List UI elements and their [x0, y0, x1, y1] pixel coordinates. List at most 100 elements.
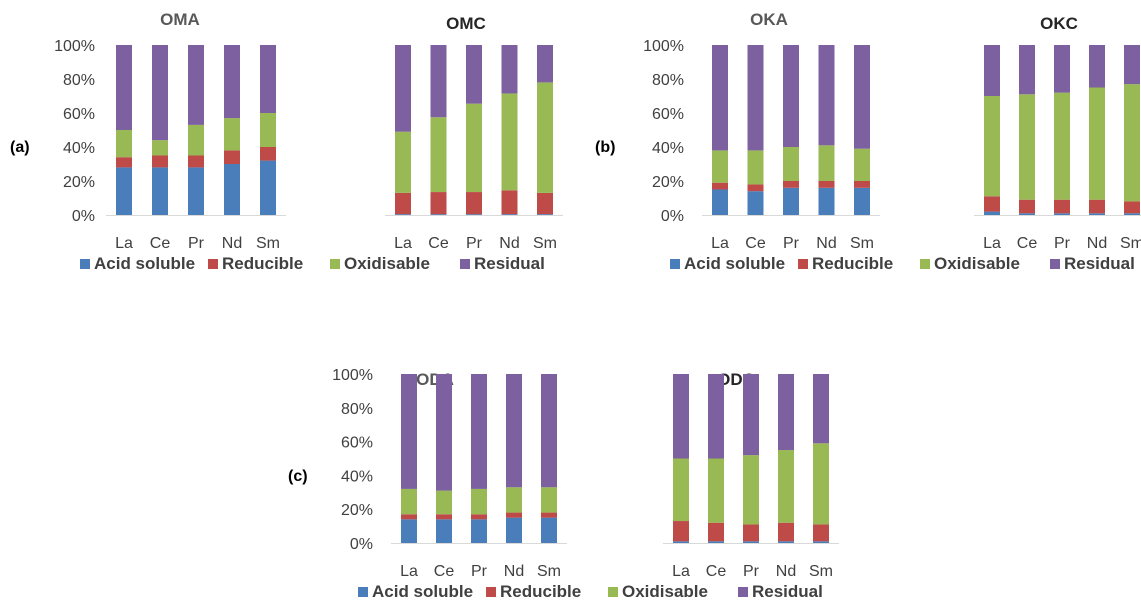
bar-reducible-sm	[260, 147, 276, 161]
bar-residual-la	[673, 374, 689, 459]
legend-label-oxidisable: Oxidisable	[934, 254, 1020, 273]
legend-swatch-oxidisable	[330, 259, 340, 269]
bar-oxidisable-la	[116, 130, 132, 158]
charts-group: 0%20%40%60%80%100%La Ce Pr Nd Sm La Ce Pr Nd Sm0%…	[54, 38, 1141, 580]
x-tick-label: Nd	[222, 235, 242, 252]
legend-label-oxidisable: Oxidisable	[344, 254, 430, 273]
bar-reducible-pr	[783, 181, 799, 188]
bar-acid-soluble-pr	[1054, 213, 1070, 215]
bar-residual-ce	[747, 45, 764, 151]
legend-swatch-acid-soluble	[358, 587, 368, 597]
legend-label-residual: Residual	[752, 582, 823, 601]
bar-oxidisable-nd	[506, 487, 522, 513]
bar-oxidisable-ce	[708, 458, 724, 523]
y-tick-label: 40%	[652, 140, 684, 157]
bar-oxidisable-pr	[743, 455, 759, 525]
x-tick-label: La	[400, 563, 418, 580]
bar-residual-nd	[778, 374, 794, 451]
bar-acid-soluble-pr	[783, 187, 799, 215]
y-tick-label: 20%	[341, 502, 373, 519]
legend-label-acid-soluble: Acid soluble	[684, 254, 785, 273]
bar-reducible-ce	[436, 514, 452, 520]
legend-swatch-residual	[738, 587, 748, 597]
bar-oxidisable-nd	[818, 145, 835, 181]
y-tick-label: 80%	[63, 72, 95, 89]
x-tick-label: Nd	[816, 235, 836, 252]
chart-oda: 0% 20% 40% 60% 80% 100% La Ce Pr Nd Sm	[332, 367, 567, 580]
chart-title-oma: OMA	[160, 10, 200, 29]
y-tick-label: 80%	[341, 401, 373, 418]
bar-residual-pr	[1054, 45, 1070, 93]
bar-residual-sm	[813, 374, 829, 444]
x-tick-label: Sm	[1120, 235, 1141, 252]
bar-reducible-ce	[1019, 199, 1035, 214]
bar-residual-ce	[708, 374, 724, 459]
x-tick-label: Pr	[1054, 235, 1071, 252]
bar-acid-soluble-la	[712, 189, 728, 215]
bar-residual-ce	[152, 45, 168, 141]
chart-title-oka: OKA	[750, 10, 788, 29]
x-tick-label: Pr	[743, 563, 760, 580]
bar-acid-soluble-nd	[1089, 213, 1105, 215]
bar-reducible-nd	[501, 190, 518, 215]
panel-label-a: (a)	[10, 139, 30, 156]
legend-label-residual: Residual	[474, 254, 545, 273]
bar-residual-nd	[1089, 45, 1105, 88]
bar-acid-soluble-la	[395, 214, 411, 215]
x-tick-label: La	[394, 235, 412, 252]
legend-swatch-reducible	[798, 259, 808, 269]
bar-reducible-ce	[430, 192, 447, 215]
bar-reducible-pr	[743, 524, 759, 542]
bar-acid-soluble-la	[116, 167, 132, 215]
bar-oxidisable-nd	[1089, 87, 1105, 200]
legend-label-residual: Residual	[1064, 254, 1135, 273]
bar-reducible-la	[395, 192, 411, 215]
bar-oxidisable-ce	[747, 150, 764, 185]
bar-reducible-sm	[854, 181, 870, 188]
legend-swatch-reducible	[208, 259, 218, 269]
bar-residual-la	[401, 374, 417, 489]
x-tick-label: La	[983, 235, 1001, 252]
bar-reducible-sm	[1124, 201, 1140, 214]
legend: Acid soluble Reducible Oxidisable Residual	[358, 582, 823, 601]
bar-reducible-nd	[818, 181, 835, 188]
bar-reducible-pr	[471, 514, 487, 520]
legend-swatch-residual	[1050, 259, 1060, 269]
bar-acid-soluble-ce	[436, 519, 452, 543]
chart-okc: La Ce Pr Nd Sm	[974, 45, 1141, 252]
bar-acid-soluble-ce	[1019, 213, 1035, 215]
bar-oxidisable-sm	[537, 82, 553, 193]
legend-label-reducible: Reducible	[500, 582, 581, 601]
bar-reducible-sm	[541, 512, 557, 518]
bar-reducible-la	[401, 514, 417, 520]
y-tick-label: 60%	[341, 435, 373, 452]
bar-reducible-ce	[708, 522, 724, 542]
bar-reducible-pr	[466, 192, 482, 215]
x-tick-label: Nd	[504, 563, 524, 580]
bar-acid-soluble-nd	[224, 164, 240, 215]
bar-oxidisable-la	[395, 131, 411, 193]
bar-reducible-la	[116, 157, 132, 168]
y-tick-label: 60%	[652, 106, 684, 123]
bar-oxidisable-nd	[501, 93, 518, 191]
bar-oxidisable-pr	[1054, 92, 1070, 200]
legend-label-reducible: Reducible	[812, 254, 893, 273]
x-tick-label: Nd	[776, 563, 796, 580]
bar-oxidisable-la	[673, 458, 689, 522]
bar-acid-soluble-ce	[747, 191, 764, 215]
bar-acid-soluble-sm	[813, 541, 829, 543]
bar-oxidisable-pr	[466, 103, 482, 193]
y-tick-label: 0%	[72, 208, 95, 225]
y-tick-label: 100%	[54, 38, 95, 55]
bar-oxidisable-ce	[430, 117, 447, 193]
bar-oxidisable-la	[984, 96, 1000, 197]
bar-oxidisable-ce	[152, 140, 168, 156]
legends-group: Acid soluble Reducible Oxidisable Residual A…	[80, 254, 1135, 601]
bar-residual-la	[395, 45, 411, 132]
legend: Acid soluble Reducible Oxidisable Residual	[670, 254, 1135, 273]
bar-residual-sm	[260, 45, 276, 113]
bar-reducible-sm	[813, 524, 829, 542]
bar-acid-soluble-pr	[743, 541, 759, 543]
bar-oxidisable-pr	[471, 488, 487, 515]
